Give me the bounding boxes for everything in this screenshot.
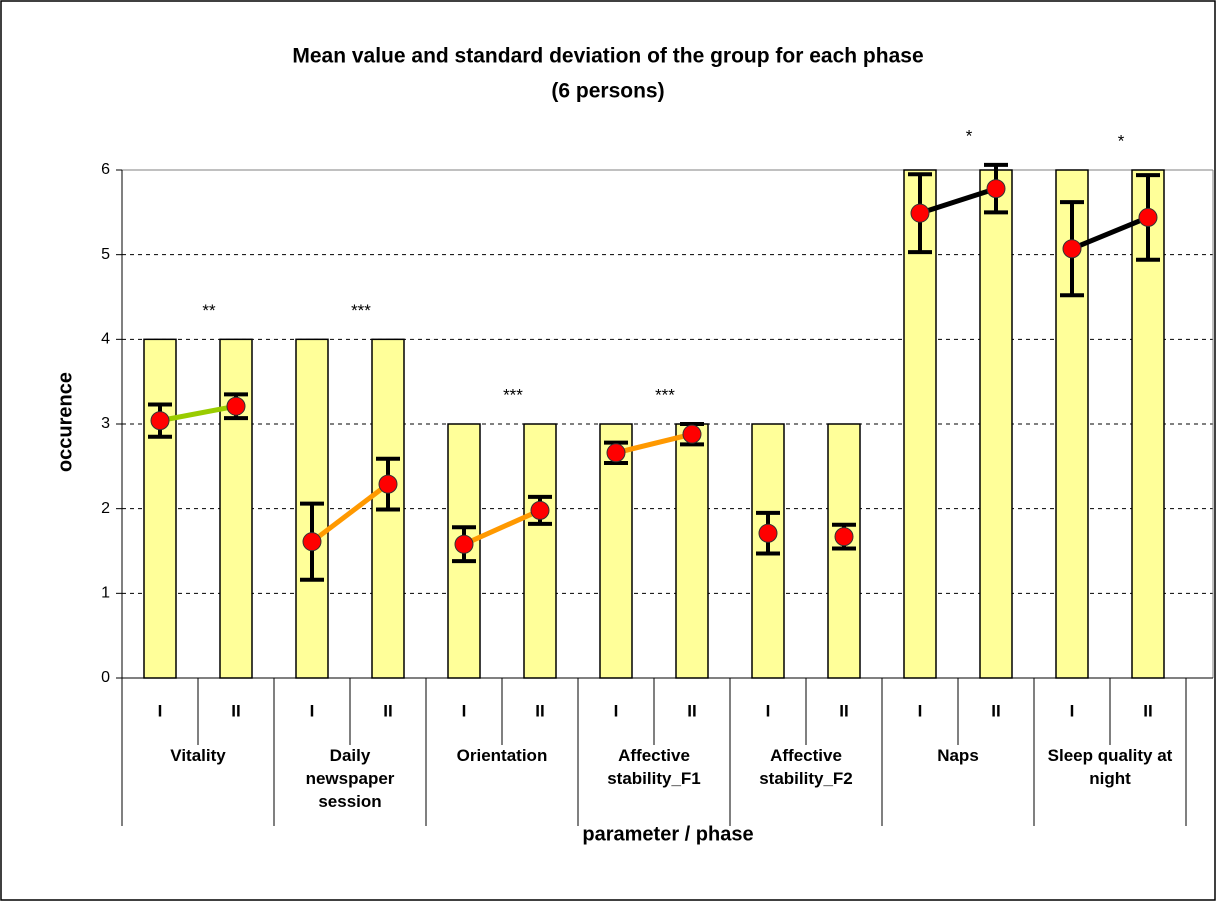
significance: ** (202, 301, 216, 320)
category-label: Orientation (456, 746, 548, 765)
mean-point (530, 500, 550, 520)
phase-label: II (535, 701, 544, 720)
category-label: Sleep quality at night (1047, 746, 1173, 788)
connector (462, 508, 542, 547)
connector (159, 403, 237, 424)
phase-label: II (1143, 701, 1152, 720)
significance: * (966, 126, 973, 145)
mean-point (302, 532, 322, 552)
significance: *** (503, 385, 523, 404)
phase-label: I (766, 701, 771, 720)
connector (310, 482, 390, 544)
connector (615, 431, 693, 456)
phase-label: II (687, 701, 696, 720)
y-tick-label: 4 (101, 331, 110, 348)
phase-label: I (462, 701, 467, 720)
significance: *** (655, 385, 675, 404)
y-tick-label: 0 (101, 669, 110, 686)
mean-point (606, 443, 626, 463)
category-label: Affective stability_F1 (607, 746, 701, 788)
bar (979, 169, 1013, 679)
phase-label: II (383, 701, 392, 720)
phase-label: II (991, 701, 1000, 720)
x-axis-label: parameter / phase (582, 823, 753, 845)
chart-title: Mean value and standard deviation of the… (292, 45, 923, 68)
bar (143, 338, 177, 679)
phase-label: I (310, 701, 315, 720)
mean-point (986, 179, 1006, 199)
y-tick-label: 3 (101, 415, 110, 432)
category-label: Affective stability_F2 (759, 746, 853, 788)
significance: * (1118, 131, 1125, 150)
bar (675, 423, 709, 679)
connector (1071, 215, 1149, 252)
bar (219, 338, 253, 679)
bar (827, 423, 861, 679)
mean-point (1062, 239, 1082, 259)
mean-point (910, 203, 930, 223)
connector (919, 186, 997, 216)
y-tick-label: 6 (101, 161, 110, 178)
mean-point (226, 396, 246, 416)
mean-point (682, 424, 702, 444)
chart-subtitle: (6 persons) (551, 80, 664, 103)
bar (903, 169, 937, 679)
mean-point (1138, 207, 1158, 227)
y-tick-label: 5 (101, 246, 110, 263)
mean-point (758, 523, 778, 543)
phase-label: I (614, 701, 619, 720)
significance: *** (351, 301, 371, 320)
phase-label: I (158, 701, 163, 720)
bar (599, 423, 633, 679)
y-tick-label: 1 (101, 585, 110, 602)
category-label: Daily newspaper session (305, 746, 395, 811)
bar (523, 423, 557, 679)
phase-label: I (918, 701, 923, 720)
mean-point (150, 411, 170, 431)
mean-point (454, 534, 474, 554)
phase-label: I (1070, 701, 1075, 720)
category-label: Naps (937, 746, 979, 765)
mean-point (378, 474, 398, 494)
y-tick-label: 2 (101, 500, 110, 517)
category-label: Vitality (170, 746, 226, 765)
phase-label: II (231, 701, 240, 720)
y-axis-label: occurence (54, 372, 76, 472)
phase-label: II (839, 701, 848, 720)
mean-point (834, 527, 854, 547)
